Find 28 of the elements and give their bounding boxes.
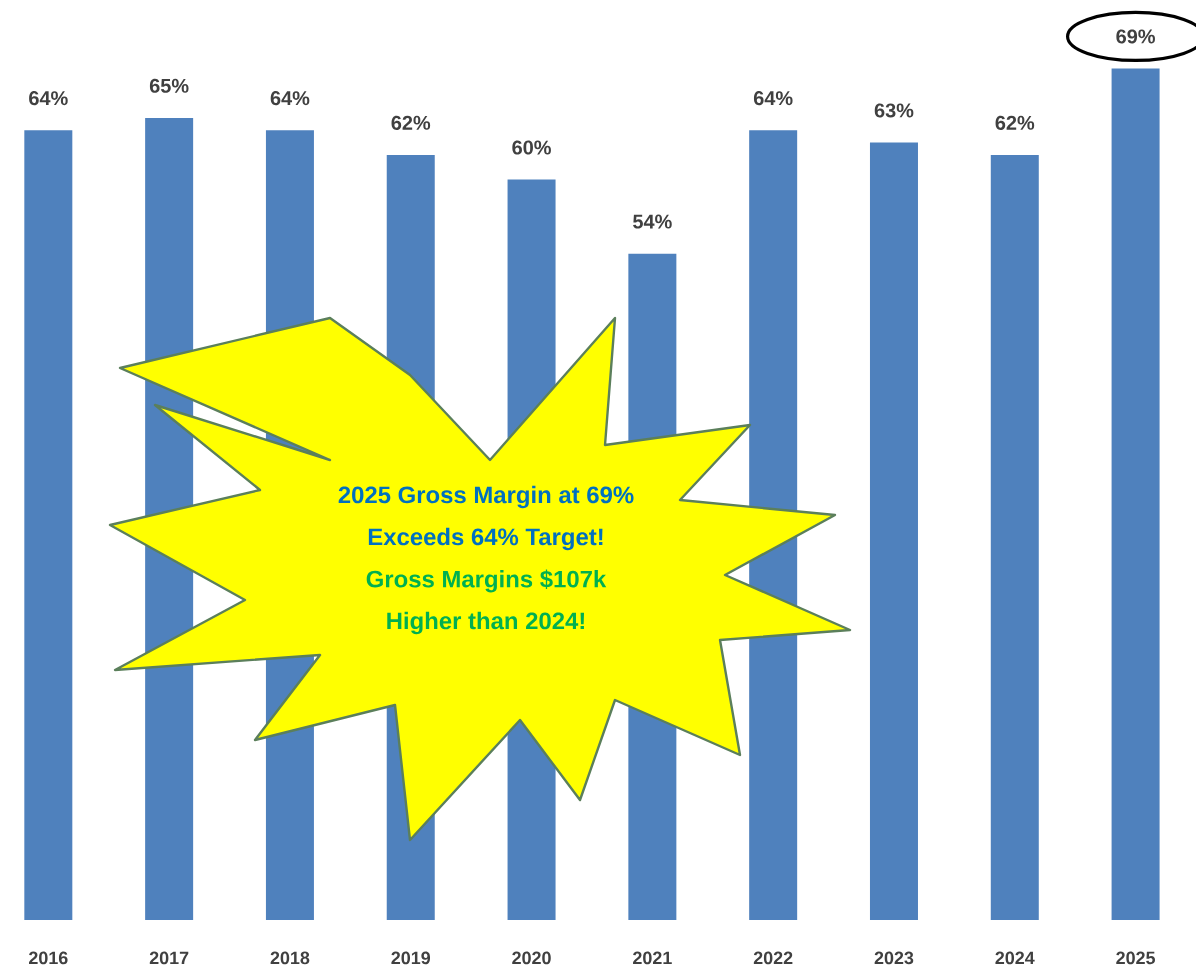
bar — [1111, 68, 1160, 920]
x-tick-label: 2019 — [391, 951, 431, 965]
x-tick-label: 2016 — [29, 951, 68, 965]
data-label: 60% — [512, 140, 551, 155]
x-tick-label: 2024 — [995, 951, 1035, 965]
bar — [24, 130, 73, 920]
x-tick-label: 2018 — [270, 951, 310, 965]
data-label: 64% — [29, 91, 68, 106]
x-tick-label: 2017 — [149, 951, 189, 965]
x-tick-label: 2020 — [512, 951, 551, 965]
data-label: 62% — [391, 115, 431, 130]
data-label: 64% — [270, 91, 310, 106]
data-label: 65% — [149, 78, 189, 93]
annotation: Higher than 2024! — [387, 611, 585, 635]
data-label: 69% — [1116, 29, 1155, 44]
bar — [990, 154, 1039, 920]
x-tick-label: 2021 — [633, 951, 672, 965]
data-label: 54% — [633, 214, 672, 229]
bar — [869, 142, 918, 920]
data-label: 62% — [995, 115, 1035, 130]
x-tick-label: 2022 — [753, 951, 793, 965]
annotation: 2025 Gross Margin at 69% — [338, 485, 634, 509]
annotation: Gross Margins $107k — [366, 569, 607, 593]
data-label: 63% — [874, 103, 914, 118]
x-tick-label: 2023 — [874, 951, 914, 965]
x-tick-label: 2025 — [1116, 951, 1156, 965]
annotation: Exceeds 64% Target! — [368, 527, 603, 551]
data-label: 64% — [753, 91, 793, 106]
